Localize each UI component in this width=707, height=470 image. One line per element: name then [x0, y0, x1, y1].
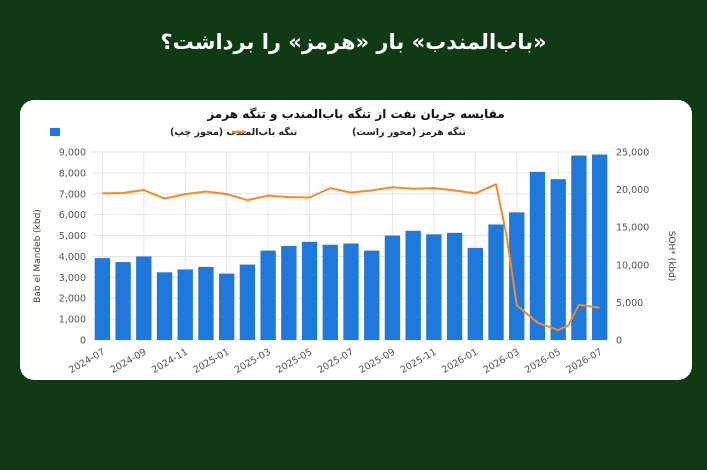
- x-tick-label: 2025-03: [233, 347, 273, 376]
- bar: [384, 235, 401, 340]
- left-axis-ticks: 0 1,000 2,000 3,000 4,000 5,000 6,000 7,000 8,00…: [59, 148, 86, 347]
- bar: [136, 256, 152, 340]
- bar: [219, 273, 235, 340]
- right-tick-label: 25,000: [616, 148, 649, 159]
- bar: [177, 269, 193, 340]
- headline: «باب‌المندب» بار «هرمز» را برداشت؟: [160, 30, 547, 54]
- legend-swatch-bar: [50, 128, 60, 136]
- x-tick-label: 2024-11: [150, 347, 190, 376]
- bar: [446, 232, 463, 340]
- bar: [509, 212, 525, 340]
- left-axis-title: Bab el Mandeb (kbd): [33, 209, 43, 303]
- right-tick-label: 10,000: [616, 260, 649, 271]
- left-tick-label: 8,000: [59, 168, 86, 179]
- bar: [198, 266, 214, 340]
- x-tick-label: 2024-07: [67, 347, 107, 376]
- x-axis-ticks: 2024-07 2024-09 2024-11 2025-01 2025-03 2025-…: [67, 347, 604, 376]
- right-tick-label: 20,000: [616, 185, 649, 196]
- right-tick-label: 5,000: [616, 298, 643, 309]
- bar: [156, 272, 173, 340]
- right-tick-label: 15,000: [616, 223, 649, 234]
- x-tick-label: 2025-09: [357, 347, 397, 376]
- x-tick-label: 2024-09: [109, 347, 149, 376]
- left-tick-label: 6,000: [59, 210, 86, 221]
- left-tick-label: 2,000: [59, 294, 86, 305]
- right-axis-title: SOH* (kbd): [666, 231, 676, 282]
- chart-card: مقایسه جریان نفت از تنگه باب‌المندب و تن…: [20, 100, 692, 380]
- x-tick-label: 2025-11: [399, 347, 439, 376]
- chart-title: مقایسه جریان نفت از تنگه باب‌المندب و تن…: [206, 107, 504, 122]
- bar-series: [94, 154, 608, 340]
- bar: [281, 246, 297, 340]
- bar: [239, 264, 256, 340]
- x-tick-label: 2026-05: [523, 347, 563, 376]
- bar: [405, 230, 421, 340]
- left-tick-label: 4,000: [59, 252, 86, 263]
- x-tick-label: 2026-01: [440, 347, 480, 376]
- bar: [467, 247, 483, 340]
- bar: [94, 258, 111, 340]
- x-tick-label: 2025-01: [191, 347, 231, 376]
- right-axis-ticks: 0 5,000 10,000 15,000 20,000 25,000: [616, 148, 649, 347]
- left-tick-label: 5,000: [59, 231, 86, 242]
- left-tick-label: 3,000: [59, 273, 86, 284]
- legend-hormuz: تنگه هرمز (محور راست): [232, 126, 466, 138]
- x-tick-label: 2026-07: [564, 347, 604, 376]
- x-tick-label: 2025-05: [274, 347, 314, 376]
- bar: [550, 179, 566, 340]
- legend-label-hormuz: تنگه هرمز (محور راست): [352, 126, 466, 138]
- bar: [301, 241, 318, 340]
- bar: [364, 250, 380, 340]
- bar: [343, 243, 359, 340]
- hormuz-line: [102, 183, 600, 332]
- x-tick-label: 2026-03: [482, 347, 522, 376]
- left-tick-label: 1,000: [59, 315, 86, 326]
- bar: [115, 262, 131, 340]
- bar: [260, 250, 276, 340]
- chart: مقایسه جریان نفت از تنگه باب‌المندب و تن…: [33, 107, 676, 376]
- right-tick-label: 0: [616, 336, 622, 347]
- left-tick-label: 7,000: [59, 189, 86, 200]
- bar: [322, 244, 338, 340]
- bar: [426, 234, 442, 340]
- legend-bab-el-mandeb: تنگه باب‌المندب (محور چپ): [50, 126, 297, 138]
- bar: [571, 155, 587, 340]
- bar: [529, 171, 546, 340]
- x-tick-label: 2025-07: [316, 347, 356, 376]
- bar: [488, 224, 504, 340]
- left-tick-label: 0: [80, 336, 86, 347]
- left-tick-label: 9,000: [59, 148, 86, 159]
- line-series: [102, 183, 600, 332]
- bar: [591, 154, 608, 340]
